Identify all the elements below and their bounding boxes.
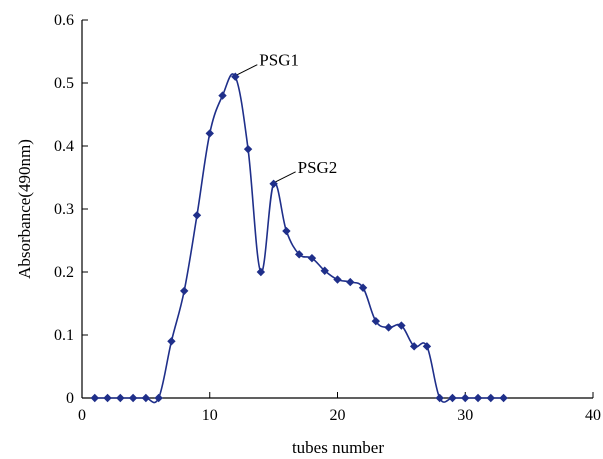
- data-point: [461, 393, 470, 403]
- data-point: [116, 393, 125, 403]
- annotations-group: PSG1 PSG2: [237, 51, 338, 183]
- series-line: [94, 73, 504, 404]
- data-point: [333, 275, 342, 284]
- data-point: [282, 226, 291, 236]
- data-point: [448, 393, 457, 403]
- plot-area: 0 0.1 0.2 0.3 0.4 0.5 0.6 0 10 20 30 40 PSG1 PSG2: [54, 12, 601, 424]
- y-tick-label: 0.2: [54, 264, 74, 281]
- data-point: [141, 393, 151, 403]
- data-point: [218, 91, 227, 100]
- data-point: [422, 342, 432, 351]
- series-group: [90, 72, 508, 404]
- x-tick-label: 0: [78, 407, 86, 424]
- data-point: [192, 211, 202, 220]
- annotation-label: PSG2: [298, 158, 338, 177]
- y-tick-label: 0.3: [54, 201, 74, 218]
- data-point: [499, 393, 508, 403]
- x-tick-label: 30: [457, 407, 473, 424]
- data-point: [103, 393, 112, 403]
- data-point: [473, 393, 483, 403]
- data-point: [180, 286, 189, 296]
- data-point: [154, 393, 163, 403]
- data-point: [397, 321, 406, 330]
- y-tick-label: 0.6: [54, 12, 74, 29]
- data-point: [371, 316, 381, 326]
- x-tick-label: 40: [585, 407, 601, 424]
- annotation-leader: [237, 64, 258, 76]
- x-tick-label: 10: [202, 407, 218, 424]
- x-axis-title: tubes number: [292, 438, 384, 457]
- data-point: [358, 283, 368, 292]
- y-tick-label: 0.5: [54, 75, 74, 92]
- data-point: [294, 250, 304, 259]
- data-point: [205, 129, 214, 138]
- data-point: [346, 277, 355, 287]
- data-point: [486, 393, 495, 403]
- annotation-label: PSG1: [259, 51, 299, 70]
- y-tick-label: 0: [66, 390, 74, 407]
- data-point: [409, 342, 419, 351]
- y-tick-label: 0.4: [54, 138, 74, 155]
- data-point: [243, 144, 253, 154]
- data-point: [307, 253, 317, 263]
- y-axis-title: Absorbance(490nm): [15, 139, 34, 279]
- data-point: [435, 393, 444, 403]
- data-point: [320, 266, 329, 275]
- y-tick-label: 0.1: [54, 327, 74, 344]
- data-point: [90, 393, 99, 403]
- data-point: [384, 323, 393, 332]
- data-point: [167, 337, 176, 346]
- x-ticks: 0 10 20 30 40: [78, 392, 601, 424]
- annotation-leader: [275, 171, 296, 183]
- y-ticks: 0 0.1 0.2 0.3 0.4 0.5 0.6: [54, 12, 88, 407]
- x-tick-label: 20: [330, 407, 346, 424]
- data-point: [128, 393, 138, 403]
- data-point: [256, 267, 266, 277]
